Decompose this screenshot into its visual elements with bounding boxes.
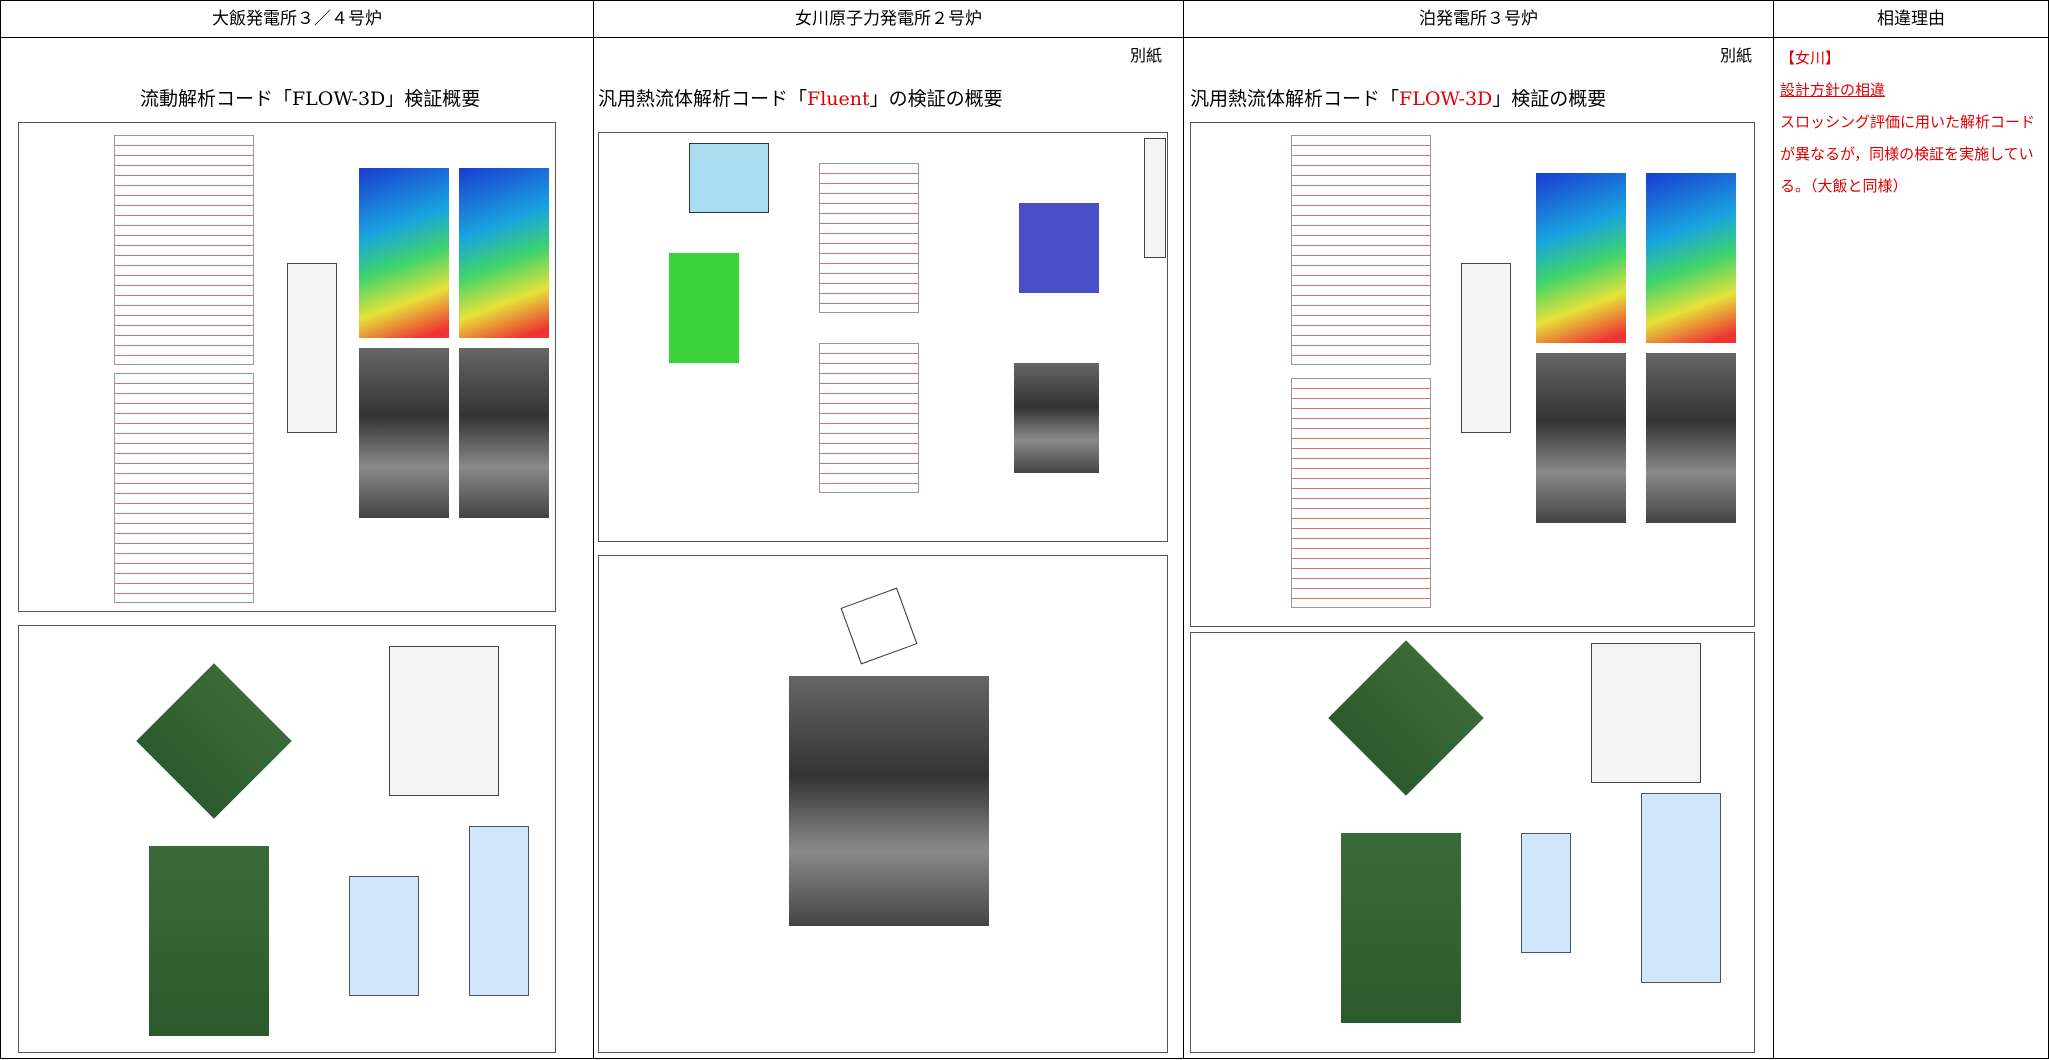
image (669, 253, 739, 363)
image (136, 663, 292, 819)
figure-panel (598, 555, 1168, 1053)
image (1328, 640, 1484, 796)
doc-title: 流動解析コード「FLOW-3D」検証概要 (140, 88, 481, 110)
figure-panel (18, 122, 556, 612)
title-text: 汎用熱流体解析コード「 (598, 88, 808, 110)
text-image (1144, 138, 1166, 258)
image (359, 348, 449, 518)
column-header: 泊発電所３号炉 (1183, 0, 1774, 38)
column-header: 相違理由 (1773, 0, 2049, 38)
image (359, 168, 449, 338)
title-text: 汎用熱流体解析コード「 (1190, 88, 1400, 110)
attachment-label: 別紙 (1130, 46, 1163, 65)
image (1646, 353, 1736, 523)
diagram (1641, 793, 1721, 983)
table-image (1461, 263, 1511, 433)
code-name: FLOW-3D (1399, 88, 1493, 110)
figure-panel (1190, 632, 1755, 1053)
plot (819, 163, 919, 313)
column-header: 大飯発電所３／４号炉 (0, 0, 594, 38)
plot (114, 135, 254, 365)
figure-panel (598, 132, 1168, 542)
image (149, 846, 269, 1036)
reason-category: 設計方針の相違 (1780, 81, 1886, 99)
image (459, 348, 549, 518)
plant-label: 【女川】 (1780, 49, 1841, 67)
plot (114, 373, 254, 603)
table-image (287, 263, 337, 433)
plot (819, 343, 919, 493)
image (1536, 353, 1626, 523)
diagram (349, 876, 419, 996)
image (1019, 203, 1099, 293)
diagram (1521, 833, 1571, 953)
code-name: Fluent (807, 88, 870, 110)
plot (1291, 378, 1431, 608)
diagram (689, 143, 769, 213)
image (1536, 173, 1626, 343)
image (1014, 363, 1099, 473)
image (459, 168, 549, 338)
reason-block: 【女川】 設計方針の相違 スロッシング評価に用いた解析コードが異なるが，同様の検… (1780, 42, 2042, 202)
image (789, 676, 989, 926)
doc-title: 汎用熱流体解析コード「FLOW-3D」検証の概要 (1190, 84, 1606, 111)
image (1646, 173, 1736, 343)
doc-title: 汎用熱流体解析コード「Fluent」の検証の概要 (598, 84, 1003, 111)
plot (1291, 135, 1431, 365)
text-image (1591, 643, 1701, 783)
title-text: 」検証の概要 (1492, 88, 1607, 110)
figure-panel (18, 625, 556, 1053)
column-header: 女川原子力発電所２号炉 (593, 0, 1184, 38)
diagram (469, 826, 529, 996)
title-text: 」の検証の概要 (869, 88, 1003, 110)
image (1341, 833, 1461, 1023)
text-image (389, 646, 499, 796)
figure-panel (1190, 122, 1755, 627)
attachment-label: 別紙 (1720, 46, 1753, 65)
diagram (840, 587, 918, 665)
reason-text: スロッシング評価に用いた解析コードが異なるが，同様の検証を実施している。（大飯と… (1780, 113, 2036, 195)
